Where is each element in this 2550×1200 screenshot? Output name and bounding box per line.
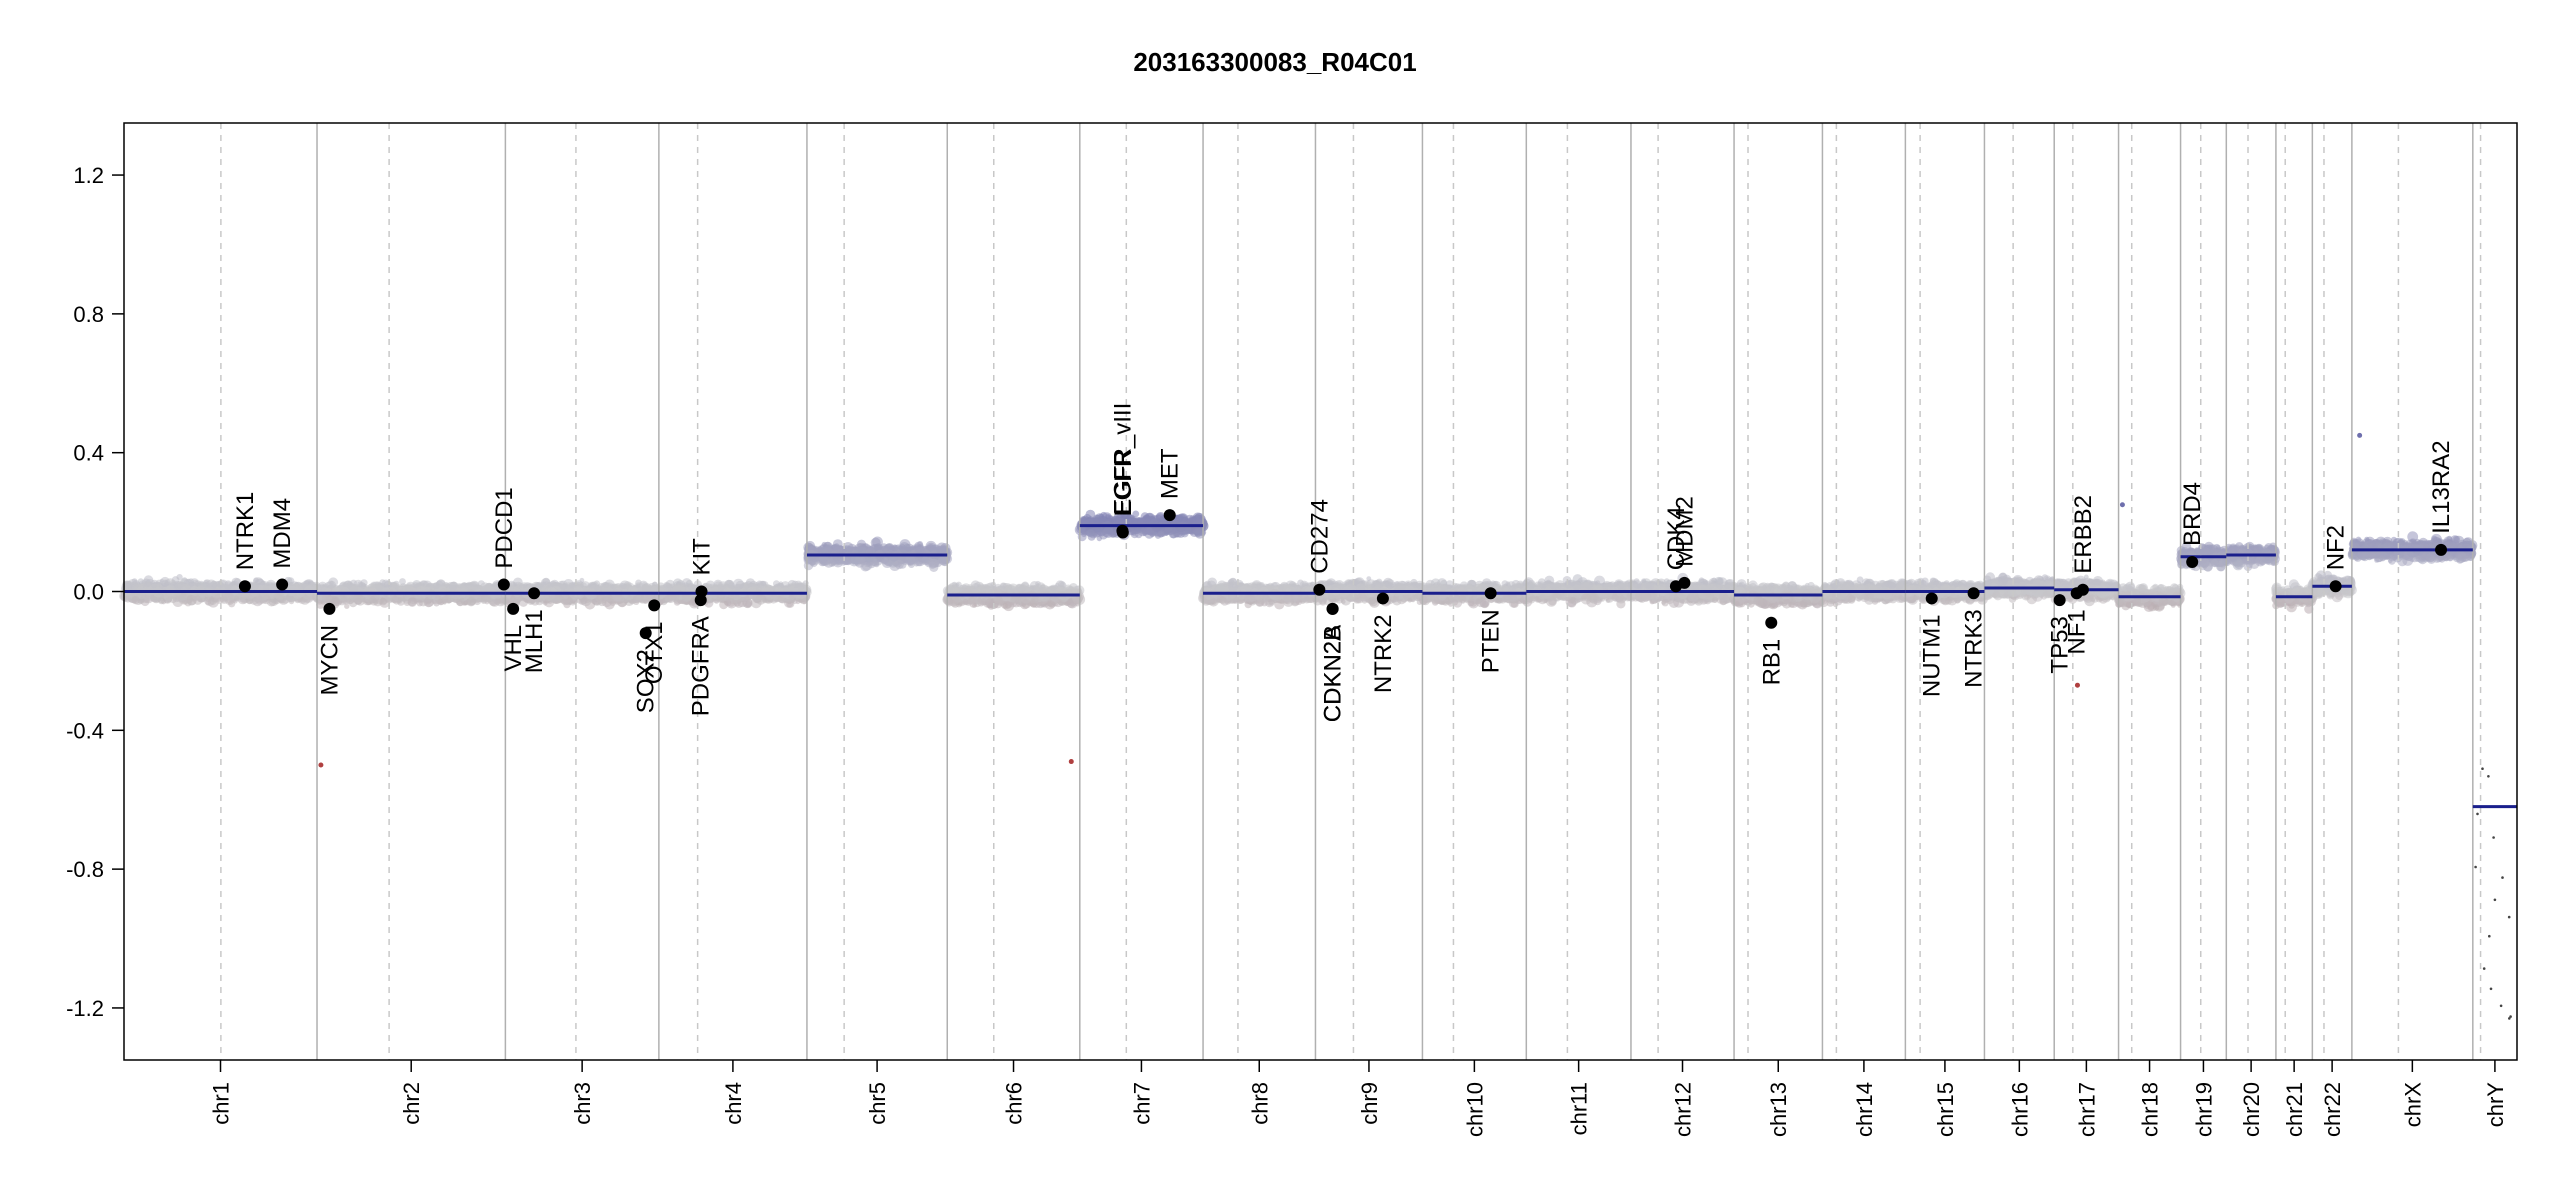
probe-point [627,586,639,597]
probe-point [223,596,228,601]
probe-point [591,598,597,605]
probe-point [712,584,721,592]
probe-point [416,584,421,590]
probe-point [275,591,285,601]
probe-point [151,583,157,589]
probe-point [732,578,744,590]
probe-point [448,581,458,591]
probe-point [745,596,751,602]
probe-point [131,596,140,605]
probe-point [253,577,259,583]
probe-point [372,598,378,604]
probe-point [573,586,584,597]
probe-point [789,594,794,599]
probe-point [250,582,259,591]
chart-title: 203163300083_R04C01 [1133,47,1416,77]
probe-point [551,594,556,599]
probe-point [234,595,239,601]
probe-point [324,594,333,603]
probe-point [205,599,211,605]
probe-point [160,576,171,587]
probe-point [399,578,406,585]
probe-point [331,586,342,597]
probe-point [262,585,269,592]
probe-point [636,583,641,588]
probe-point [176,574,183,581]
probe-point [407,597,417,607]
probe-point [398,597,403,602]
probe-point [459,597,464,602]
probe-point [734,594,740,599]
probe-point [642,583,651,593]
probe-point [579,577,585,583]
probe-point [353,593,364,604]
probe-point [795,599,801,605]
probe-point [125,583,131,589]
probe-point [433,582,440,590]
probe-point [481,593,490,603]
probe-point [605,594,613,602]
probe-point [350,584,359,592]
probe-point [344,603,350,609]
probe-point [240,592,248,600]
probe-point [615,594,621,600]
probe-point [179,593,187,601]
probe-point [137,578,144,585]
probe-point [224,581,233,590]
probe-point [416,600,423,607]
probe-point [405,585,413,593]
probe-point [174,583,179,589]
